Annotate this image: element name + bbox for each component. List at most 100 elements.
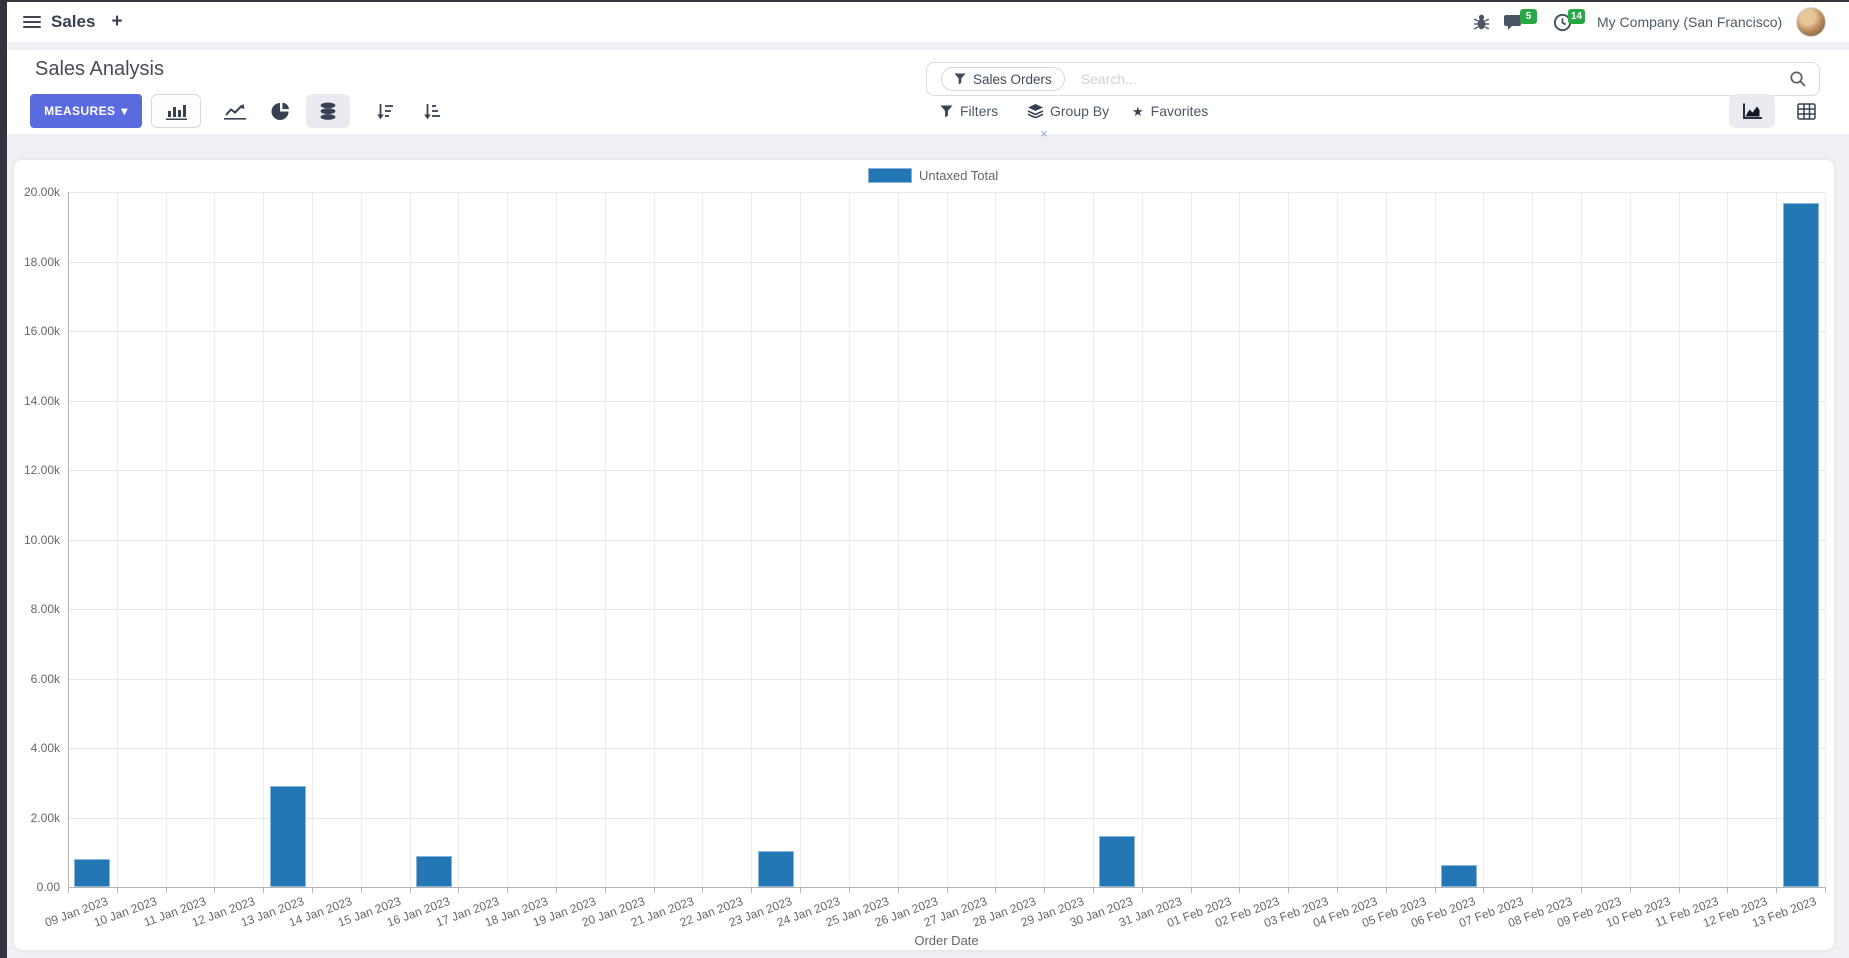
window-top-edge bbox=[0, 0, 1849, 2]
legend-item-untaxed-total[interactable]: Untaxed Total bbox=[868, 168, 998, 183]
user-menu[interactable]: My Company (San Francisco) bbox=[1597, 2, 1827, 42]
y-axis-tick-label: 8.00k bbox=[30, 602, 60, 616]
bar[interactable] bbox=[757, 850, 794, 887]
x-axis-tick bbox=[1141, 887, 1143, 893]
y-axis-tick-label: 20.00k bbox=[23, 185, 60, 199]
legend-swatch bbox=[868, 168, 912, 183]
x-axis-tick bbox=[800, 887, 802, 893]
sort-ascending-button[interactable] bbox=[411, 94, 453, 128]
x-axis-tick bbox=[458, 887, 460, 893]
x-axis-tick bbox=[1678, 887, 1680, 893]
sort-asc-icon bbox=[423, 103, 441, 120]
x-axis-tick bbox=[604, 887, 606, 893]
x-axis-tick bbox=[1336, 887, 1338, 893]
layers-icon bbox=[1028, 104, 1043, 118]
bar[interactable] bbox=[1440, 864, 1477, 887]
filter-funnel-icon bbox=[940, 105, 953, 118]
x-axis-tick bbox=[702, 887, 704, 893]
bar[interactable] bbox=[74, 859, 111, 887]
x-axis-tick bbox=[214, 887, 216, 893]
y-axis-tick-label: 14.00k bbox=[23, 393, 60, 408]
x-gridline bbox=[897, 192, 899, 887]
x-gridline bbox=[312, 192, 314, 887]
x-axis-tick bbox=[1825, 887, 1826, 893]
group-by-label: Group By bbox=[1050, 103, 1110, 119]
x-axis-tick bbox=[653, 887, 655, 893]
search-icon[interactable] bbox=[1789, 70, 1807, 88]
facet-label: Sales Orders bbox=[973, 71, 1052, 87]
x-gridline bbox=[751, 192, 753, 887]
x-axis-tick bbox=[409, 887, 411, 893]
facet-filter-icon bbox=[954, 73, 966, 85]
chat-bubbles-icon bbox=[1503, 13, 1525, 32]
favorites-label: Favorites bbox=[1150, 103, 1209, 119]
x-axis-tick bbox=[751, 887, 753, 893]
measures-button[interactable]: MEASURES ▾ bbox=[30, 94, 142, 128]
x-gridline bbox=[1825, 192, 1826, 887]
x-gridline bbox=[1629, 192, 1631, 887]
y-axis-tick-label: 4.00k bbox=[30, 741, 60, 755]
search-input[interactable] bbox=[1078, 70, 1789, 88]
search-bar: Sales Orders bbox=[926, 62, 1820, 96]
y-axis-tick-label: 18.00k bbox=[23, 254, 60, 269]
view-switch-graph-button[interactable] bbox=[1729, 94, 1775, 128]
bar[interactable] bbox=[416, 855, 453, 887]
chart-type-pie-button[interactable] bbox=[261, 94, 301, 128]
x-axis-tick bbox=[1483, 887, 1485, 893]
chart-type-line-button[interactable] bbox=[213, 94, 257, 128]
area-chart-icon bbox=[1742, 103, 1762, 120]
group-by-button[interactable]: Group By bbox=[1028, 94, 1109, 128]
sort-desc-icon bbox=[376, 103, 394, 120]
messages-button[interactable] bbox=[1499, 2, 1529, 42]
plot-area: 0.00 2.00k 4.00k 6.00k 8.00k 10.00k 12.00k 14.0… bbox=[24, 185, 1826, 948]
x-axis-tick bbox=[360, 887, 362, 893]
facet-remove-icon[interactable]: × bbox=[1040, 126, 1048, 141]
bar[interactable] bbox=[269, 786, 306, 887]
x-gridline bbox=[1288, 192, 1290, 887]
y-axis-tick-label: 16.00k bbox=[23, 324, 60, 338]
x-axis-tick bbox=[263, 887, 265, 893]
x-axis-tick bbox=[1092, 887, 1094, 893]
x-gridline bbox=[68, 192, 69, 887]
x-gridline bbox=[1580, 192, 1582, 887]
bar[interactable] bbox=[1782, 203, 1819, 887]
x-gridline bbox=[1044, 192, 1046, 887]
x-axis-tick bbox=[946, 887, 948, 893]
user-avatar bbox=[1796, 7, 1827, 37]
x-axis-tick bbox=[1532, 887, 1534, 893]
x-axis-tick bbox=[1044, 887, 1046, 893]
sort-descending-button[interactable] bbox=[364, 94, 406, 128]
new-tab-plus-button[interactable]: + bbox=[111, 11, 123, 32]
bar[interactable] bbox=[1099, 835, 1136, 887]
stacked-database-icon bbox=[319, 102, 337, 121]
x-axis-tick bbox=[1434, 887, 1436, 893]
x-axis-tick bbox=[1385, 887, 1387, 893]
x-axis-tick bbox=[312, 887, 314, 893]
pie-chart-icon bbox=[271, 102, 291, 121]
apps-menu-button[interactable] bbox=[17, 2, 47, 42]
x-axis-tick bbox=[556, 887, 558, 893]
x-axis-tick bbox=[1190, 887, 1192, 893]
x-axis-tick bbox=[995, 887, 997, 893]
x-axis-tick bbox=[116, 887, 118, 893]
window-left-edge bbox=[0, 0, 7, 958]
x-gridline bbox=[507, 192, 509, 887]
search-facet-sales-orders[interactable]: Sales Orders bbox=[941, 67, 1065, 91]
x-gridline bbox=[1239, 192, 1241, 887]
activities-count-badge: 14 bbox=[1568, 9, 1586, 24]
stacked-toggle-button[interactable] bbox=[306, 94, 350, 128]
company-name: My Company (San Francisco) bbox=[1597, 14, 1783, 30]
debug-mode-button[interactable] bbox=[1467, 2, 1495, 42]
x-axis-tick bbox=[897, 887, 899, 893]
navbar: Sales + 5 bbox=[7, 2, 1849, 42]
favorites-button[interactable]: ★ Favorites bbox=[1132, 94, 1208, 128]
chart-type-bar-button[interactable] bbox=[151, 94, 201, 128]
app-name-menu[interactable]: Sales bbox=[51, 12, 96, 31]
x-gridline bbox=[458, 192, 460, 887]
x-gridline bbox=[1434, 192, 1436, 887]
filters-button[interactable]: Filters bbox=[940, 94, 998, 128]
x-gridline bbox=[1336, 192, 1338, 887]
x-axis-tick bbox=[1776, 887, 1778, 893]
view-switch-pivot-button[interactable] bbox=[1783, 94, 1829, 128]
